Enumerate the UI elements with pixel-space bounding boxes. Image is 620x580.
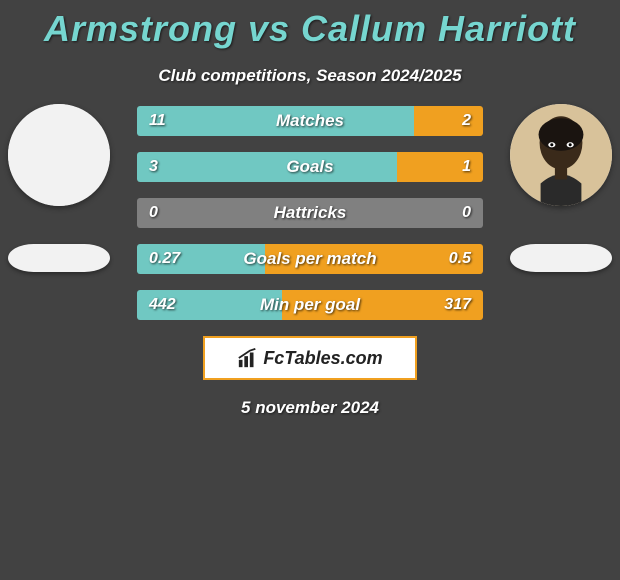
- date-label: 5 november 2024: [0, 398, 620, 418]
- player-left: [8, 104, 110, 272]
- stat-value-right: 1: [462, 152, 471, 182]
- stat-label: Matches: [137, 106, 483, 136]
- stat-label: Hattricks: [137, 198, 483, 228]
- stats-table: 11Matches2 3Goals1 0Hattricks0 0.27Goals pe…: [137, 104, 483, 320]
- page-subtitle: Club competitions, Season 2024/2025: [0, 66, 620, 86]
- watermark-text: FcTables.com: [263, 348, 382, 369]
- stat-row: 3Goals1: [137, 152, 483, 182]
- stat-label: Min per goal: [137, 290, 483, 320]
- stat-value-right: 0: [462, 198, 471, 228]
- stat-row: 0.27Goals per match0.5: [137, 244, 483, 274]
- stat-value-right: 317: [444, 290, 471, 320]
- person-icon: [510, 104, 612, 206]
- watermark: FcTables.com: [203, 336, 417, 380]
- stat-row: 442Min per goal317: [137, 290, 483, 320]
- flag-right: [510, 244, 612, 272]
- avatar-left: [8, 104, 110, 206]
- flag-left: [8, 244, 110, 272]
- stat-value-right: 0.5: [449, 244, 471, 274]
- stat-row: 11Matches2: [137, 106, 483, 136]
- player-right: [510, 104, 612, 272]
- comparison-area: 11Matches2 3Goals1 0Hattricks0 0.27Goals pe…: [0, 104, 620, 320]
- page-title: Armstrong vs Callum Harriott: [0, 0, 620, 50]
- stat-label: Goals: [137, 152, 483, 182]
- stat-label: Goals per match: [137, 244, 483, 274]
- stat-row: 0Hattricks0: [137, 198, 483, 228]
- person-icon: [8, 104, 110, 206]
- stat-value-right: 2: [462, 106, 471, 136]
- avatar-right: [510, 104, 612, 206]
- chart-icon: [237, 347, 259, 369]
